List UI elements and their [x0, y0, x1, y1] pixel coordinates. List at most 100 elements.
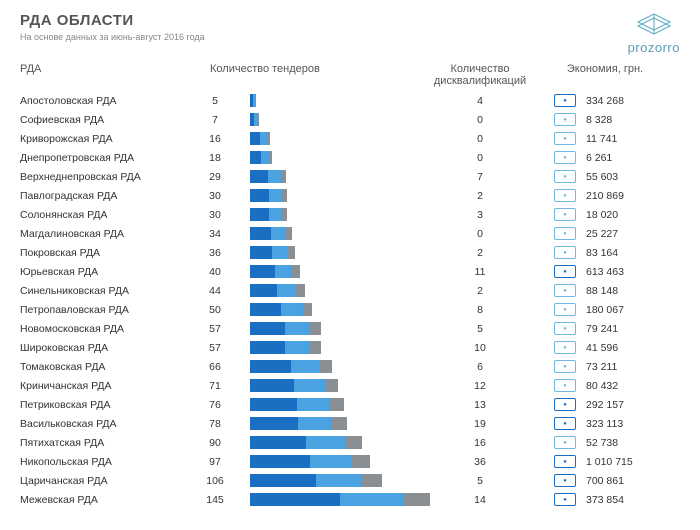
row-economy: 613 463 — [530, 265, 680, 278]
bar-segment — [332, 417, 347, 430]
table-row: Апостоловская РДА54334 268 — [20, 91, 680, 110]
row-economy: 180 067 — [530, 303, 680, 316]
row-bar — [250, 94, 430, 107]
bar-segment — [255, 94, 256, 107]
bar-segment — [250, 493, 340, 506]
row-bar — [250, 379, 430, 392]
table-row: Солонянская РДА30318 020 — [20, 205, 680, 224]
row-tenders: 34 — [180, 228, 250, 240]
row-tenders: 66 — [180, 361, 250, 373]
row-economy: 41 596 — [530, 341, 680, 354]
row-economy-value: 292 157 — [586, 399, 646, 411]
row-tenders: 16 — [180, 133, 250, 145]
data-table: Апостоловская РДА54334 268Софиевская РДА… — [20, 91, 680, 509]
row-bar — [250, 170, 430, 183]
row-name: Никопольская РДА — [20, 456, 180, 468]
row-disq: 19 — [430, 418, 530, 430]
money-icon — [554, 379, 576, 392]
money-icon — [554, 265, 576, 278]
row-economy-value: 323 113 — [586, 418, 646, 430]
bar-segment — [297, 398, 330, 411]
row-disq: 0 — [430, 133, 530, 145]
row-economy-value: 52 738 — [586, 437, 646, 449]
money-icon — [554, 113, 576, 126]
row-tenders: 90 — [180, 437, 250, 449]
bar-segment — [257, 113, 258, 126]
bar-segment — [267, 132, 270, 145]
row-name: Криворожская РДА — [20, 133, 180, 145]
row-tenders: 30 — [180, 209, 250, 221]
header-disq: Количество дисквалификаций — [430, 63, 530, 87]
row-economy-value: 8 328 — [586, 114, 646, 126]
row-disq: 11 — [430, 266, 530, 278]
table-row: Магдалиновская РДА34025 227 — [20, 224, 680, 243]
money-icon — [554, 398, 576, 411]
table-row: Петриковская РДА7613292 157 — [20, 395, 680, 414]
bar-segment — [403, 493, 430, 506]
money-icon — [554, 170, 576, 183]
bar-segment — [250, 246, 272, 259]
bar-segment — [285, 341, 310, 354]
bar-segment — [260, 132, 267, 145]
row-disq: 12 — [430, 380, 530, 392]
row-name: Синельниковская РДА — [20, 285, 180, 297]
row-disq: 16 — [430, 437, 530, 449]
table-row: Широковская РДА571041 596 — [20, 338, 680, 357]
row-name: Томаковская РДА — [20, 361, 180, 373]
row-economy-value: 373 854 — [586, 494, 646, 506]
row-economy-value: 700 861 — [586, 475, 646, 487]
table-row: Юрьевская РДА4011613 463 — [20, 262, 680, 281]
row-bar — [250, 398, 430, 411]
prozorro-logo: prozorro — [628, 12, 680, 55]
row-economy: 25 227 — [530, 227, 680, 240]
bar-segment — [291, 360, 320, 373]
bar-segment — [250, 189, 269, 202]
row-name: Павлоградская РДА — [20, 190, 180, 202]
row-bar — [250, 341, 430, 354]
row-economy: 700 861 — [530, 474, 680, 487]
table-row: Пятихатская РДА901652 738 — [20, 433, 680, 452]
bar-segment — [275, 265, 292, 278]
header-tenders: Количество тендеров — [180, 63, 430, 87]
bar-segment — [320, 360, 332, 373]
row-tenders: 57 — [180, 323, 250, 335]
money-icon — [554, 151, 576, 164]
header-econ: Экономия, грн. — [530, 63, 680, 87]
bar-segment — [306, 436, 345, 449]
row-disq: 5 — [430, 475, 530, 487]
row-tenders: 40 — [180, 266, 250, 278]
bar-segment — [330, 398, 344, 411]
table-row: Верхнеднепровская РДА29755 603 — [20, 167, 680, 186]
table-row: Синельниковская РДА44288 148 — [20, 281, 680, 300]
bar-segment — [285, 322, 310, 335]
money-icon — [554, 208, 576, 221]
row-name: Петриковская РДА — [20, 399, 180, 411]
row-disq: 2 — [430, 247, 530, 259]
table-row: Томаковская РДА66673 211 — [20, 357, 680, 376]
bar-segment — [282, 208, 288, 221]
bar-segment — [250, 455, 310, 468]
row-tenders: 7 — [180, 114, 250, 126]
row-bar — [250, 284, 430, 297]
bar-segment — [269, 189, 282, 202]
row-bar — [250, 132, 430, 145]
page-title: РДА ОБЛАСТИ — [20, 12, 205, 29]
row-name: Васильковская РДА — [20, 418, 180, 430]
row-name: Новомосковская РДА — [20, 323, 180, 335]
money-icon — [554, 284, 576, 297]
row-tenders: 145 — [180, 494, 250, 506]
row-disq: 4 — [430, 95, 530, 107]
column-headers: РДА Количество тендеров Количество дискв… — [20, 63, 680, 87]
row-tenders: 36 — [180, 247, 250, 259]
row-tenders: 71 — [180, 380, 250, 392]
bar-segment — [296, 284, 304, 297]
row-economy: 373 854 — [530, 493, 680, 506]
row-economy-value: 613 463 — [586, 266, 646, 278]
row-economy: 88 148 — [530, 284, 680, 297]
bar-segment — [269, 208, 282, 221]
row-economy: 73 211 — [530, 360, 680, 373]
row-economy-value: 25 227 — [586, 228, 646, 240]
row-bar — [250, 360, 430, 373]
row-tenders: 29 — [180, 171, 250, 183]
row-tenders: 18 — [180, 152, 250, 164]
